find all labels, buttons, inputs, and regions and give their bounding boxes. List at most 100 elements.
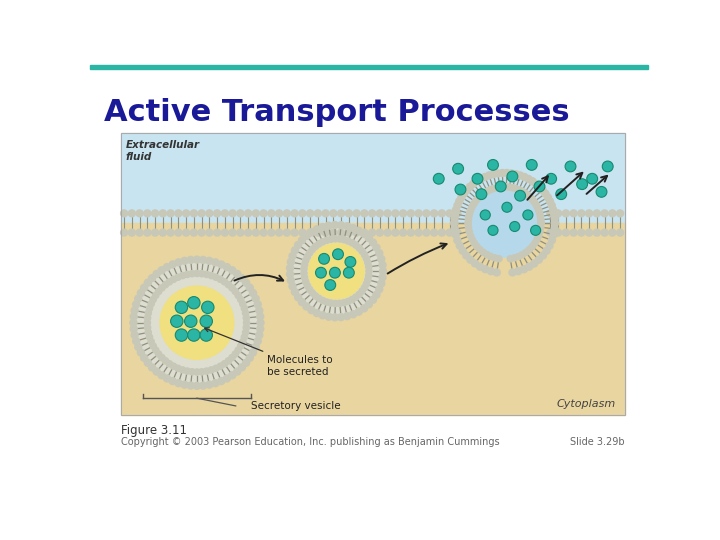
Circle shape (533, 180, 539, 187)
Circle shape (544, 194, 552, 201)
Circle shape (519, 252, 526, 258)
Circle shape (507, 171, 518, 182)
Circle shape (287, 271, 294, 278)
Circle shape (175, 210, 182, 217)
Circle shape (302, 279, 309, 285)
Circle shape (454, 202, 461, 209)
Circle shape (338, 222, 345, 228)
Circle shape (133, 260, 261, 386)
Circle shape (194, 369, 200, 375)
Circle shape (330, 210, 337, 217)
Circle shape (287, 277, 294, 284)
Circle shape (415, 229, 422, 236)
Circle shape (482, 266, 489, 273)
Circle shape (294, 294, 302, 301)
Circle shape (503, 170, 510, 177)
Circle shape (238, 364, 246, 371)
Circle shape (521, 266, 527, 273)
Circle shape (156, 288, 162, 294)
Circle shape (550, 231, 557, 238)
Circle shape (499, 170, 506, 177)
Circle shape (183, 229, 189, 236)
Circle shape (609, 210, 616, 217)
Circle shape (330, 267, 341, 278)
Circle shape (369, 239, 377, 246)
Circle shape (299, 229, 306, 236)
Circle shape (480, 249, 486, 255)
Circle shape (138, 289, 145, 296)
Circle shape (213, 365, 219, 372)
Circle shape (384, 210, 391, 217)
Circle shape (458, 194, 465, 201)
Circle shape (148, 339, 154, 345)
Circle shape (171, 315, 183, 327)
Circle shape (451, 215, 458, 222)
Circle shape (292, 288, 298, 295)
Circle shape (469, 204, 475, 211)
Circle shape (175, 365, 181, 372)
Circle shape (477, 176, 485, 183)
Circle shape (454, 229, 461, 236)
Circle shape (121, 210, 127, 217)
Circle shape (369, 229, 376, 236)
Circle shape (320, 239, 326, 245)
Circle shape (531, 225, 541, 235)
Circle shape (470, 189, 539, 257)
Circle shape (353, 294, 359, 300)
Circle shape (229, 355, 235, 361)
Circle shape (146, 334, 153, 340)
Circle shape (313, 309, 320, 316)
Circle shape (467, 184, 473, 190)
Circle shape (257, 313, 264, 320)
Circle shape (301, 266, 307, 272)
Circle shape (474, 196, 480, 202)
Circle shape (188, 329, 200, 341)
Circle shape (408, 229, 414, 236)
Circle shape (361, 285, 367, 291)
Circle shape (487, 159, 498, 170)
Circle shape (328, 236, 334, 242)
Circle shape (167, 210, 174, 217)
Circle shape (171, 276, 176, 282)
Circle shape (474, 244, 480, 249)
Circle shape (446, 229, 453, 236)
Circle shape (438, 229, 446, 236)
Circle shape (252, 295, 259, 302)
Circle shape (166, 279, 173, 285)
Circle shape (467, 210, 472, 217)
Circle shape (159, 229, 166, 236)
Circle shape (254, 301, 261, 308)
Circle shape (350, 311, 356, 318)
Circle shape (497, 184, 503, 190)
Circle shape (338, 210, 345, 217)
Circle shape (289, 283, 296, 290)
Circle shape (562, 210, 570, 217)
Circle shape (355, 227, 362, 234)
Circle shape (131, 307, 138, 314)
Circle shape (466, 213, 472, 220)
Circle shape (260, 210, 267, 217)
Circle shape (519, 188, 525, 194)
Circle shape (587, 173, 598, 184)
Bar (90, 65, 648, 69)
Circle shape (470, 201, 477, 207)
Circle shape (202, 301, 214, 314)
Circle shape (542, 190, 549, 197)
Circle shape (287, 265, 294, 272)
Circle shape (253, 229, 259, 236)
Circle shape (294, 241, 302, 248)
Circle shape (144, 320, 150, 326)
Circle shape (158, 267, 165, 274)
Circle shape (343, 223, 351, 230)
Circle shape (376, 286, 383, 293)
Circle shape (307, 229, 314, 236)
Circle shape (361, 210, 368, 217)
Circle shape (527, 194, 533, 200)
Circle shape (169, 261, 176, 268)
Circle shape (570, 210, 577, 217)
Circle shape (373, 291, 380, 298)
Circle shape (144, 279, 151, 286)
Circle shape (503, 184, 509, 190)
Circle shape (330, 229, 337, 236)
Circle shape (485, 172, 492, 179)
